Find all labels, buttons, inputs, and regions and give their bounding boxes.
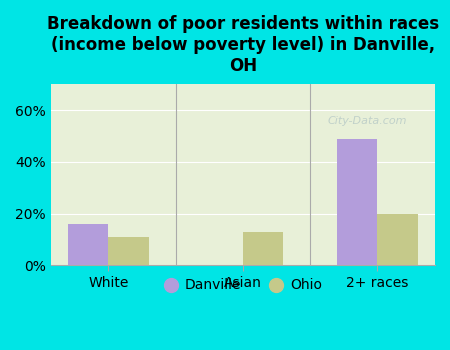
Bar <box>243 232 283 265</box>
Bar <box>108 237 148 265</box>
Bar <box>337 139 377 265</box>
Legend: Danville, Ohio: Danville, Ohio <box>158 273 327 298</box>
Text: City-Data.com: City-Data.com <box>327 116 407 126</box>
Title: Breakdown of poor residents within races
(income below poverty level) in Danvill: Breakdown of poor residents within races… <box>47 15 439 75</box>
Bar <box>377 214 418 265</box>
Bar <box>68 224 108 265</box>
